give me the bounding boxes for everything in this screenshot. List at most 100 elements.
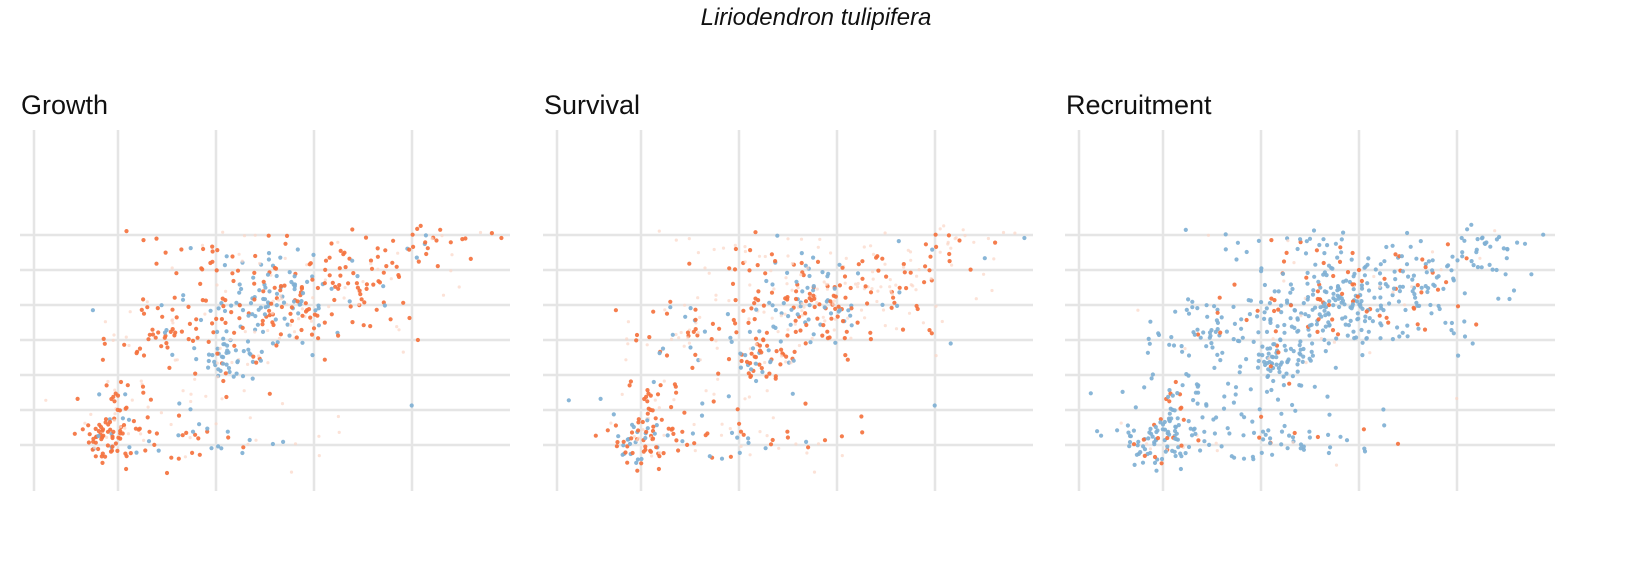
scatter-point-decrease	[234, 371, 239, 376]
scatter-point-increase	[354, 281, 359, 286]
scatter-point-neutral	[856, 281, 860, 286]
scatter-point-increase	[922, 280, 927, 285]
scatter-point-decrease	[1378, 336, 1383, 341]
scatter-point-decrease	[1290, 402, 1295, 408]
scatter-point-decrease	[1423, 262, 1428, 267]
scatter-point-increase	[357, 288, 362, 293]
scatter-point-increase	[150, 332, 156, 337]
scatter-point-decrease	[1460, 254, 1465, 259]
scatter-point-decrease	[811, 288, 816, 293]
scatter-point-decrease	[216, 444, 221, 449]
scatter-point-neutral	[929, 277, 933, 281]
scatter-point-neutral	[283, 256, 287, 260]
scatter-point-neutral	[786, 254, 790, 258]
scatter-point-increase	[295, 299, 300, 304]
scatter-point-increase	[1355, 294, 1360, 299]
scatter-point-increase	[174, 315, 179, 320]
scatter-point-decrease	[1348, 318, 1353, 323]
scatter-point-increase	[1315, 329, 1320, 334]
scatter-point-decrease	[1505, 246, 1510, 252]
scatter-point-decrease	[1219, 315, 1224, 320]
scatter-point-decrease	[1190, 305, 1195, 310]
scatter-point-decrease	[790, 391, 795, 396]
scatter-point-decrease	[292, 274, 297, 279]
scatter-point-neutral	[1001, 230, 1006, 235]
scatter-point-increase	[773, 376, 778, 381]
scatter-point-increase	[283, 241, 288, 246]
scatter-point-increase	[765, 343, 770, 348]
scatter-point-decrease	[1475, 265, 1480, 270]
scatter-point-neutral	[1493, 229, 1497, 233]
scatter-point-decrease	[1271, 378, 1276, 384]
scatter-point-increase	[206, 339, 211, 344]
scatter-point-decrease	[1346, 323, 1351, 328]
scatter-point-neutral	[974, 297, 978, 301]
scatter-point-decrease	[1307, 333, 1312, 338]
scatter-point-neutral	[946, 240, 950, 244]
scatter-point-increase	[91, 436, 96, 441]
scatter-point-neutral	[240, 259, 244, 263]
scatter-point-decrease	[1337, 304, 1342, 310]
scatter-point-increase	[732, 267, 738, 272]
scatter-point-increase	[155, 306, 160, 311]
scatter-point-increase	[733, 246, 738, 252]
scatter-point-decrease	[1229, 454, 1234, 459]
scatter-point-decrease	[1210, 345, 1215, 350]
scatter-point-decrease	[1307, 236, 1313, 241]
scatter-point-increase	[731, 317, 736, 323]
scatter-point-neutral	[698, 358, 702, 362]
scatter-point-decrease	[1326, 341, 1331, 346]
scatter-point-decrease	[1288, 316, 1293, 321]
scatter-point-neutral	[657, 406, 661, 410]
scatter-point-decrease	[270, 441, 275, 447]
scatter-point-neutral	[169, 422, 173, 427]
scatter-point-neutral	[441, 293, 446, 297]
scatter-point-increase	[680, 429, 685, 434]
scatter-point-decrease	[305, 279, 310, 284]
scatter-point-decrease	[725, 312, 730, 317]
scatter-point-neutral	[218, 346, 222, 350]
scatter-point-increase	[1304, 275, 1309, 280]
scatter-point-decrease	[1264, 329, 1270, 334]
scatter-point-increase	[303, 301, 308, 306]
scatter-point-decrease	[1400, 269, 1405, 274]
scatter-point-increase	[108, 449, 114, 454]
scatter-point-increase	[923, 242, 928, 247]
scatter-point-increase	[690, 365, 695, 370]
scatter-point-increase	[756, 289, 761, 294]
scatter-point-decrease	[828, 311, 834, 316]
scatter-point-decrease	[256, 307, 261, 312]
scatter-point-decrease	[1441, 286, 1446, 291]
scatter-point-neutral	[693, 449, 697, 453]
scatter-point-increase	[647, 335, 652, 340]
scatter-point-increase	[261, 289, 266, 294]
scatter-point-increase	[309, 332, 315, 337]
scatter-point-neutral	[317, 454, 321, 458]
scatter-point-neutral	[715, 346, 719, 350]
scatter-point-neutral	[357, 302, 361, 306]
scatter-point-decrease	[1281, 383, 1286, 388]
scatter-point-increase	[350, 320, 355, 325]
scatter-point-increase	[661, 451, 666, 456]
scatter-point-increase	[868, 330, 873, 335]
scatter-point-decrease	[222, 308, 228, 314]
scatter-point-increase	[1435, 287, 1441, 292]
scatter-point-decrease	[1204, 344, 1209, 349]
scatter-point-increase	[812, 304, 817, 310]
scatter-point-decrease	[1276, 366, 1281, 371]
scatter-point-decrease	[1279, 310, 1284, 315]
scatter-point-decrease	[1305, 270, 1310, 275]
scatter-point-decrease	[1339, 250, 1344, 255]
scatter-point-neutral	[815, 287, 819, 291]
scatter-point-neutral	[823, 319, 827, 323]
scatter-point-neutral	[1402, 303, 1407, 307]
scatter-point-neutral	[288, 323, 293, 327]
scatter-point-increase	[358, 292, 363, 297]
scatter-point-increase	[1345, 270, 1351, 275]
scatter-point-increase	[803, 341, 808, 346]
scatter-point-increase	[1395, 441, 1401, 446]
scatter-point-increase	[748, 248, 753, 253]
scatter-point-decrease	[848, 313, 853, 318]
scatter-point-neutral	[879, 285, 883, 289]
scatter-point-increase	[709, 337, 714, 342]
